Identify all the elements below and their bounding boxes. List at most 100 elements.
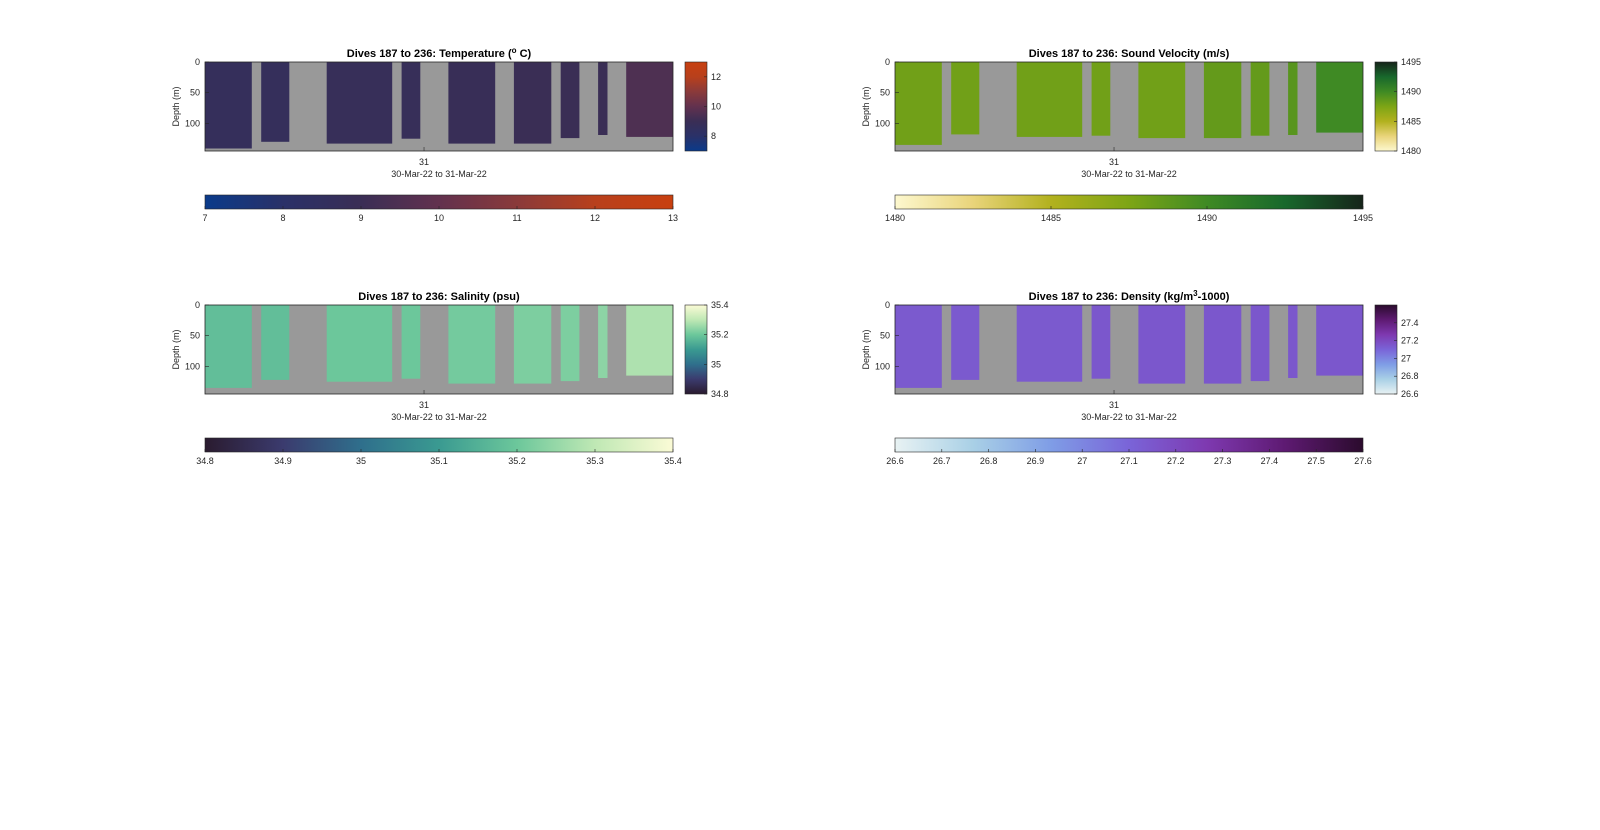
- plot-title-main: Dives 187 to 236: Density (kg/m: [1029, 291, 1194, 303]
- dive-column: [448, 62, 496, 144]
- y-axis-label: Depth (m): [171, 86, 181, 126]
- dive-column: [261, 62, 290, 142]
- dive-column: [1203, 305, 1242, 384]
- side-colorbar-label: 35.4: [711, 300, 729, 310]
- bottom-colorbar-label: 27.3: [1214, 456, 1232, 466]
- bottom-colorbar-label: 9: [358, 213, 363, 223]
- y-tick-label: 0: [885, 300, 890, 310]
- side-colorbar-label: 26.8: [1401, 371, 1419, 381]
- dive-column: [261, 305, 290, 380]
- y-axis-label: Depth (m): [861, 329, 871, 369]
- dive-column: [1016, 305, 1083, 382]
- dive-column: [951, 62, 980, 135]
- dive-column: [1016, 62, 1083, 137]
- dive-column: [401, 62, 421, 139]
- dive-column: [448, 305, 496, 384]
- side-colorbar: [1374, 61, 1398, 152]
- y-tick-label: 50: [190, 88, 200, 98]
- plot-title-main: Dives 187 to 236: Salinity (psu): [358, 291, 520, 303]
- plot-title: Dives 187 to 236: Sound Velocity (m/s): [1029, 48, 1230, 60]
- y-axis-label: Depth (m): [861, 86, 871, 126]
- x-tick-label: 31: [419, 400, 429, 410]
- bottom-colorbar-label: 1480: [885, 213, 905, 223]
- bottom-colorbar-label: 7: [202, 213, 207, 223]
- panel-1: Dives 187 to 236: Sound Velocity (m/s) 0 5…: [861, 48, 1421, 223]
- dive-column: [1091, 62, 1111, 136]
- plot-frame: [894, 61, 1364, 152]
- x-axis-label: 30-Mar-22 to 31-Mar-22: [1081, 412, 1177, 422]
- bottom-colorbar-label: 8: [280, 213, 285, 223]
- plot-frame: [204, 61, 674, 152]
- dive-column: [598, 305, 608, 378]
- y-tick-label: 0: [885, 57, 890, 67]
- dive-column: [326, 62, 393, 144]
- plot-title-main: Dives 187 to 236: Temperature (: [347, 48, 512, 60]
- y-tick-label: 100: [875, 361, 890, 371]
- bottom-colorbar-label: 10: [434, 213, 444, 223]
- plot-title: Dives 187 to 236: Density (kg/m3-1000): [1029, 289, 1230, 303]
- bottom-colorbar-label: 26.8: [980, 456, 998, 466]
- x-tick-label: 31: [1109, 157, 1119, 167]
- dive-column: [1250, 62, 1270, 136]
- x-axis-label: 30-Mar-22 to 31-Mar-22: [1081, 169, 1177, 179]
- y-tick-label: 100: [875, 118, 890, 128]
- dive-column: [401, 305, 421, 379]
- dive-column: [513, 62, 552, 144]
- x-axis-label: 30-Mar-22 to 31-Mar-22: [391, 412, 487, 422]
- bottom-colorbar-label: 1495: [1353, 213, 1373, 223]
- dive-column: [513, 305, 552, 384]
- dive-column: [1138, 62, 1186, 139]
- bottom-colorbar: [894, 194, 1364, 210]
- dive-column: [951, 305, 980, 380]
- bottom-colorbar-label: 13: [668, 213, 678, 223]
- panel-0: Dives 187 to 236: Temperature (o C) 0 50 10…: [171, 46, 721, 223]
- bottom-colorbar-label: 27.4: [1261, 456, 1279, 466]
- bottom-colorbar-label: 34.8: [196, 456, 214, 466]
- x-tick-label: 31: [1109, 400, 1119, 410]
- dive-column: [895, 62, 942, 145]
- bottom-colorbar-label: 27.6: [1354, 456, 1372, 466]
- bottom-colorbar-label: 35: [356, 456, 366, 466]
- side-colorbar-label: 8: [711, 131, 716, 141]
- bottom-colorbar-label: 12: [590, 213, 600, 223]
- dive-column: [1203, 62, 1242, 139]
- side-colorbar-label: 1490: [1401, 87, 1421, 97]
- bottom-colorbar-label: 27.2: [1167, 456, 1185, 466]
- side-colorbar: [1374, 304, 1398, 395]
- bottom-colorbar-label: 27: [1077, 456, 1087, 466]
- dive-column: [598, 62, 608, 135]
- bottom-colorbar-label: 1485: [1041, 213, 1061, 223]
- y-tick-label: 0: [195, 300, 200, 310]
- side-colorbar-label: 27.4: [1401, 318, 1419, 328]
- dive-column: [205, 62, 252, 149]
- bottom-colorbar-label: 35.3: [586, 456, 604, 466]
- bottom-colorbar-label: 26.7: [933, 456, 951, 466]
- side-colorbar-label: 1480: [1401, 146, 1421, 156]
- dive-column: [1288, 305, 1298, 378]
- side-colorbar: [684, 304, 708, 395]
- side-colorbar-label: 26.6: [1401, 389, 1419, 399]
- dive-column: [1138, 305, 1186, 384]
- dive-column: [205, 305, 252, 388]
- dive-column: [326, 305, 393, 382]
- side-colorbar-label: 35: [711, 359, 721, 369]
- side-colorbar-label: 27: [1401, 353, 1411, 363]
- plot-title-superscript: o: [512, 46, 517, 55]
- dive-column: [1316, 62, 1363, 133]
- bottom-colorbar-label: 35.1: [430, 456, 448, 466]
- plot-title: Dives 187 to 236: Salinity (psu): [358, 291, 520, 303]
- dive-column: [560, 305, 580, 382]
- plot-title-main: Dives 187 to 236: Sound Velocity (m/s): [1029, 48, 1230, 60]
- plot-title-tail: C): [517, 48, 532, 60]
- bottom-colorbar-label: 27.1: [1120, 456, 1138, 466]
- dive-column: [626, 62, 673, 137]
- dive-column: [895, 305, 942, 388]
- y-tick-label: 50: [880, 88, 890, 98]
- dive-column: [1250, 305, 1270, 382]
- dive-column: [560, 62, 580, 139]
- y-tick-label: 50: [190, 331, 200, 341]
- y-tick-label: 50: [880, 331, 890, 341]
- panel-3: Dives 187 to 236: Density (kg/m3-1000) 0 5…: [861, 289, 1419, 466]
- y-axis-label: Depth (m): [171, 329, 181, 369]
- plot-title-superscript: 3: [1193, 289, 1198, 298]
